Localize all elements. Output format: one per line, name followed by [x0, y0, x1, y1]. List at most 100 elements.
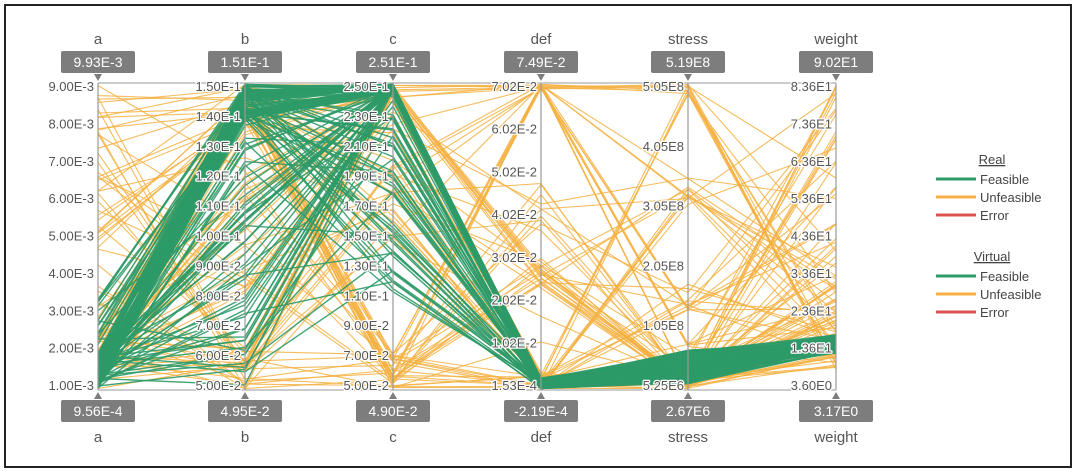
- legend: Real Feasible Unfeasible Error Virtual Feasib…: [936, 152, 1041, 320]
- tick-label: 7.36E1: [791, 116, 832, 131]
- tick-label: 2.05E8: [643, 258, 684, 273]
- data-lines: [97, 83, 837, 390]
- tick-label: 6.00E-3: [48, 191, 94, 206]
- axis-name-bottom: a: [94, 429, 103, 446]
- axis-b: 1.50E-1 1.40E-1 1.30E-1 1.20E-1 1.10E-1 1.00E…: [194, 31, 282, 446]
- axis-min-value: 2.67E6: [666, 403, 711, 419]
- min-handle-icon[interactable]: [94, 392, 102, 399]
- legend-label[interactable]: Feasible: [980, 269, 1029, 284]
- axis-min-value: 3.17E0: [814, 403, 859, 419]
- axis-max-value: 5.19E8: [666, 54, 711, 70]
- unfeasible-line: [97, 86, 837, 364]
- axis-stress: 5.05E8 4.05E8 3.05E8 2.05E8 1.05E8 5.25E6 stre…: [642, 31, 725, 446]
- axis-name-top: stress: [668, 31, 708, 48]
- unfeasible-line: [97, 87, 837, 349]
- max-handle-icon[interactable]: [832, 74, 840, 81]
- axis-name-bottom: weight: [813, 429, 858, 446]
- tick-label: 1.30E-1: [343, 258, 389, 273]
- axis-max-badge[interactable]: [208, 51, 282, 73]
- unfeasible-line: [97, 83, 837, 365]
- max-handle-icon[interactable]: [389, 74, 397, 81]
- tick-label: 4.00E-3: [48, 266, 94, 281]
- tick-label: 1.05E8: [643, 318, 684, 333]
- tick-label: 7.00E-2: [195, 318, 241, 333]
- tick-label: 6.02E-2: [491, 122, 537, 137]
- feasible-line: [97, 88, 837, 387]
- unfeasible-line: [97, 112, 837, 381]
- tick-label: 5.00E-2: [195, 378, 241, 393]
- unfeasible-line: [97, 111, 837, 388]
- axis-min-value: 4.90E-2: [368, 403, 417, 419]
- axis-weight: 8.36E1 7.36E1 6.36E1 5.36E1 4.36E1 3.36E1 2.36…: [790, 31, 873, 446]
- tick-label: 6.36E1: [791, 154, 832, 169]
- axis-max-badge[interactable]: [61, 51, 135, 73]
- tick-label: 1.70E-1: [343, 199, 389, 214]
- min-handle-icon[interactable]: [241, 392, 249, 399]
- axis-c: 2.50E-1 2.30E-1 2.10E-1 1.90E-1 1.70E-1 1.50E…: [342, 31, 430, 446]
- tick-label: 9.00E-2: [195, 258, 241, 273]
- tick-label: 1.00E-3: [48, 378, 94, 393]
- legend-label[interactable]: Error: [980, 305, 1010, 320]
- min-handle-icon[interactable]: [537, 392, 545, 399]
- tick-label: 1.10E-1: [195, 199, 241, 214]
- tick-label: 1.50E-1: [343, 229, 389, 244]
- axis-max-value: 9.93E-3: [73, 54, 122, 70]
- tick-label: 3.05E8: [643, 199, 684, 214]
- tick-label: 1.02E-2: [491, 335, 537, 350]
- axis-name-bottom: b: [241, 429, 249, 446]
- legend-label[interactable]: Feasible: [980, 172, 1029, 187]
- axis-min-badge[interactable]: [208, 400, 282, 422]
- tick-label: 1.40E-1: [195, 109, 241, 124]
- tick-label: 5.05E8: [643, 79, 684, 94]
- axis-max-badge[interactable]: [651, 51, 725, 73]
- axis-min-value: 9.56E-4: [73, 403, 122, 419]
- tick-label: 5.00E-2: [343, 378, 389, 393]
- legend-label[interactable]: Error: [980, 208, 1010, 223]
- max-handle-icon[interactable]: [684, 74, 692, 81]
- tick-label: 8.36E1: [791, 79, 832, 94]
- tick-label: 4.05E8: [643, 139, 684, 154]
- axis-min-badge[interactable]: [504, 400, 578, 422]
- tick-label: 2.10E-1: [343, 139, 389, 154]
- unfeasible-line: [97, 134, 837, 387]
- axis-max-value: 1.51E-1: [220, 54, 269, 70]
- legend-label[interactable]: Unfeasible: [980, 287, 1041, 302]
- tick-label: 5.25E6: [643, 378, 684, 393]
- tick-label: 5.36E1: [791, 191, 832, 206]
- tick-label: 9.00E-2: [343, 318, 389, 333]
- max-handle-icon[interactable]: [94, 74, 102, 81]
- max-handle-icon[interactable]: [537, 74, 545, 81]
- axis-min-value: 4.95E-2: [220, 403, 269, 419]
- axis-max-badge[interactable]: [504, 51, 578, 73]
- tick-label: 2.02E-2: [491, 293, 537, 308]
- tick-label: 2.50E-1: [343, 79, 389, 94]
- unfeasible-line: [97, 88, 837, 362]
- feasible-line: [97, 92, 837, 390]
- axis-max-badge[interactable]: [356, 51, 430, 73]
- axis-name-top: def: [531, 31, 553, 48]
- tick-label: 6.00E-2: [195, 348, 241, 363]
- max-handle-icon[interactable]: [241, 74, 249, 81]
- tick-label: 3.36E1: [791, 266, 832, 281]
- min-handle-icon[interactable]: [684, 392, 692, 399]
- tick-label: 1.00E-1: [195, 229, 241, 244]
- axis-min-badge[interactable]: [61, 400, 135, 422]
- axis-name-top: b: [241, 31, 249, 48]
- axis-max-value: 2.51E-1: [368, 54, 417, 70]
- tick-label: 3.60E0: [791, 378, 832, 393]
- tick-label: 9.00E-3: [48, 79, 94, 94]
- axis-name-top: c: [389, 31, 397, 48]
- axis-name-bottom: stress: [668, 429, 708, 446]
- feasible-line: [97, 83, 837, 387]
- axis-a: 9.00E-3 8.00E-3 7.00E-3 6.00E-3 5.00E-3 4.00E…: [47, 31, 135, 446]
- min-handle-icon[interactable]: [832, 392, 840, 399]
- min-handle-icon[interactable]: [389, 392, 397, 399]
- tick-label: 7.00E-2: [343, 348, 389, 363]
- axis-min-badge[interactable]: [651, 400, 725, 422]
- axis-max-value: 7.49E-2: [516, 54, 565, 70]
- tick-label: 8.00E-2: [195, 288, 241, 303]
- axis-max-badge[interactable]: [799, 51, 873, 73]
- legend-label[interactable]: Unfeasible: [980, 190, 1041, 205]
- axis-min-badge[interactable]: [356, 400, 430, 422]
- axis-min-badge[interactable]: [799, 400, 873, 422]
